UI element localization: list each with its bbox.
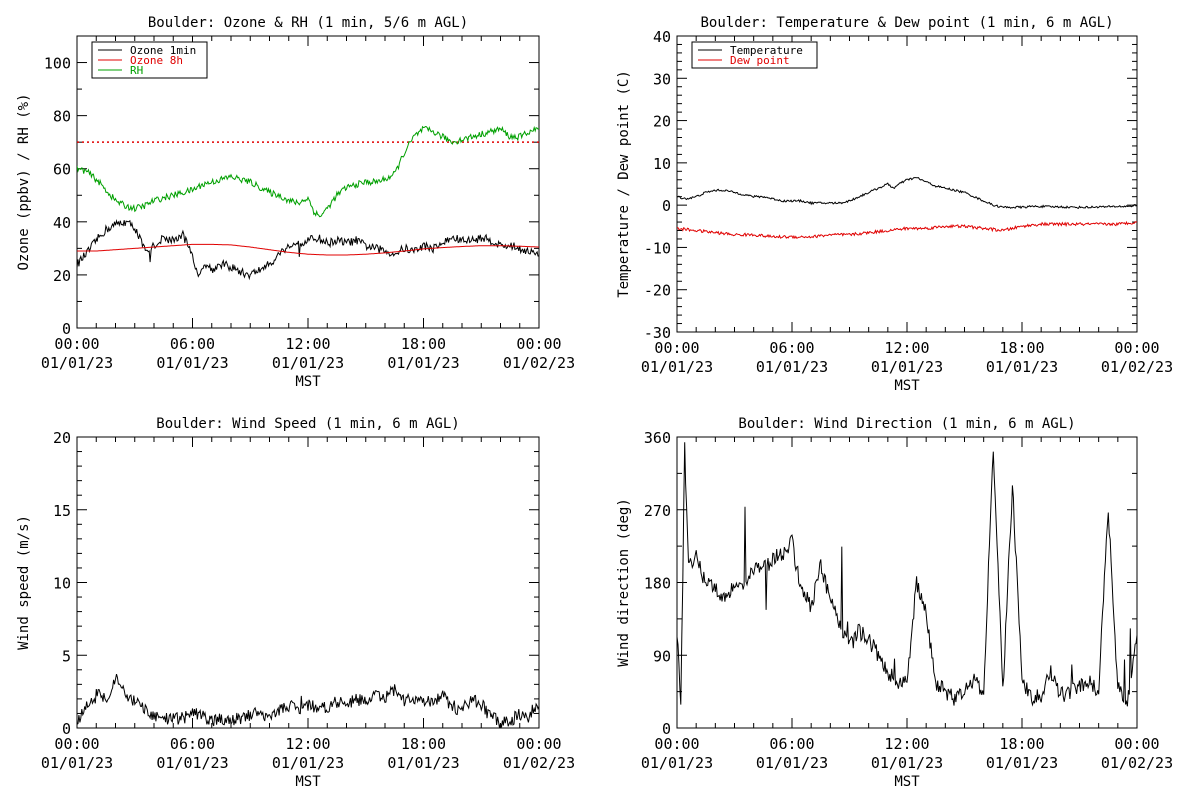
y-axis-label: Wind direction (deg) [616, 498, 632, 667]
chart-title: Boulder: Ozone & RH (1 min, 5/6 m AGL) [148, 15, 468, 31]
x-tick-label-time: 12:00 [884, 339, 929, 357]
x-axis-label: MST [894, 378, 920, 394]
x-tick-label-date: 01/01/23 [871, 358, 943, 376]
y-tick-label: 30 [653, 70, 671, 88]
x-tick-label-time: 18:00 [401, 335, 446, 353]
y-tick-label: 5 [62, 647, 71, 665]
x-tick-label-date: 01/01/23 [387, 354, 459, 372]
series-line-4 [677, 442, 1137, 707]
legend-label: Dew point [730, 54, 790, 67]
x-tick-label-date: 01/01/23 [871, 754, 943, 772]
x-axis-label: MST [894, 774, 920, 790]
x-tick-label-time: 00:00 [54, 735, 99, 753]
x-tick-label-time: 00:00 [654, 339, 699, 357]
y-tick-label: -30 [644, 324, 671, 342]
x-tick-label-time: 18:00 [401, 735, 446, 753]
x-tick-label-date: 01/02/23 [1101, 358, 1173, 376]
x-tick-label-date: 01/01/23 [156, 354, 228, 372]
x-tick-label-time: 00:00 [516, 735, 561, 753]
chart-title: Boulder: Wind Speed (1 min, 6 m AGL) [156, 416, 459, 432]
y-tick-label: 0 [62, 320, 71, 338]
x-axis-label: MST [295, 374, 321, 390]
x-tick-label-time: 06:00 [170, 735, 215, 753]
x-tick-label-date: 01/01/23 [41, 754, 113, 772]
x-tick-label-time: 06:00 [170, 335, 215, 353]
x-tick-label-time: 18:00 [999, 735, 1044, 753]
x-tick-label-date: 01/01/23 [156, 754, 228, 772]
y-tick-label: 20 [653, 113, 671, 131]
x-tick-label-date: 01/01/23 [641, 358, 713, 376]
y-tick-label: 80 [53, 108, 71, 126]
y-tick-label: 60 [53, 161, 71, 179]
series-line-temperature [677, 177, 1137, 210]
x-tick-label-date: 01/01/23 [272, 354, 344, 372]
y-tick-label: 90 [653, 647, 671, 665]
x-tick-label-time: 12:00 [285, 335, 330, 353]
x-tick-label-date: 01/02/23 [503, 754, 575, 772]
y-tick-label: 10 [653, 155, 671, 173]
x-tick-label-time: 00:00 [1114, 735, 1159, 753]
plot-frame [676, 35, 1138, 333]
y-tick-label: 0 [662, 197, 671, 215]
y-axis-label: Temperature / Dew point (C) [616, 70, 632, 298]
legend-label: Ozone 1min [130, 44, 196, 57]
x-tick-label-time: 00:00 [654, 735, 699, 753]
chart-panel-3: Boulder: Wind Speed (1 min, 6 m AGL) 00:0… [16, 416, 575, 790]
chart-panel-2: Boulder: Temperature & Dew point (1 min,… [616, 15, 1173, 394]
x-tick-label-time: 00:00 [1114, 339, 1159, 357]
x-tick-label-date: 01/01/23 [986, 754, 1058, 772]
chart-panel-4: Boulder: Wind Direction (1 min, 6 m AGL)… [616, 416, 1173, 790]
series-line-dew-point [677, 220, 1137, 240]
y-tick-label: 0 [62, 720, 71, 738]
chart-title: Boulder: Temperature & Dew point (1 min,… [700, 15, 1113, 31]
x-tick-label-time: 00:00 [516, 335, 561, 353]
y-tick-label: 360 [644, 429, 671, 447]
x-tick-label-date: 01/01/23 [387, 754, 459, 772]
y-tick-label: 100 [44, 55, 71, 73]
plot-frame [76, 436, 540, 729]
x-tick-label-time: 00:00 [54, 335, 99, 353]
x-tick-label-time: 18:00 [999, 339, 1044, 357]
y-tick-label: 40 [653, 28, 671, 46]
y-axis-label: Ozone (ppbv) / RH (%) [16, 93, 32, 270]
chart-title: Boulder: Wind Direction (1 min, 6 m AGL) [738, 416, 1075, 432]
x-tick-label-date: 01/01/23 [641, 754, 713, 772]
series-line-ozone-1min [77, 218, 539, 281]
y-tick-label: 20 [53, 267, 71, 285]
x-tick-label-date: 01/01/23 [272, 754, 344, 772]
y-tick-label: 0 [662, 720, 671, 738]
y-axis-label: Wind speed (m/s) [16, 515, 32, 650]
x-tick-label-time: 06:00 [769, 735, 814, 753]
legend-box [691, 41, 818, 69]
series-line-rh [77, 125, 539, 218]
x-axis-label: MST [295, 774, 321, 790]
x-tick-label-time: 06:00 [769, 339, 814, 357]
x-tick-label-time: 12:00 [884, 735, 929, 753]
y-tick-label: 40 [53, 214, 71, 232]
y-tick-label: 180 [644, 575, 671, 593]
x-tick-label-date: 01/02/23 [1101, 754, 1173, 772]
y-tick-label: 15 [53, 502, 71, 520]
y-tick-label: 10 [53, 575, 71, 593]
x-tick-label-date: 01/01/23 [756, 358, 828, 376]
x-tick-label-date: 01/01/23 [986, 358, 1058, 376]
series-line-ozone-8h [77, 243, 539, 256]
series-line-3 [77, 673, 539, 728]
x-tick-label-date: 01/01/23 [756, 754, 828, 772]
y-tick-label: -20 [644, 282, 671, 300]
x-tick-label-date: 01/02/23 [503, 354, 575, 372]
y-tick-label: -10 [644, 239, 671, 257]
legend-label: Ozone 8h [130, 54, 183, 67]
legend-label: Temperature [730, 44, 803, 57]
chart-panel-1: Boulder: Ozone & RH (1 min, 5/6 m AGL)00… [16, 15, 575, 390]
y-tick-label: 270 [644, 502, 671, 520]
x-tick-label-time: 12:00 [285, 735, 330, 753]
plot-frame [76, 35, 540, 329]
x-tick-label-date: 01/01/23 [41, 354, 113, 372]
y-tick-label: 20 [53, 429, 71, 447]
legend-label: RH [130, 64, 143, 77]
